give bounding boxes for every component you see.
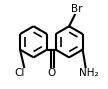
Text: Br: Br: [71, 4, 83, 14]
Text: O: O: [47, 68, 55, 78]
Text: Cl: Cl: [15, 68, 25, 78]
Text: NH₂: NH₂: [79, 68, 99, 78]
